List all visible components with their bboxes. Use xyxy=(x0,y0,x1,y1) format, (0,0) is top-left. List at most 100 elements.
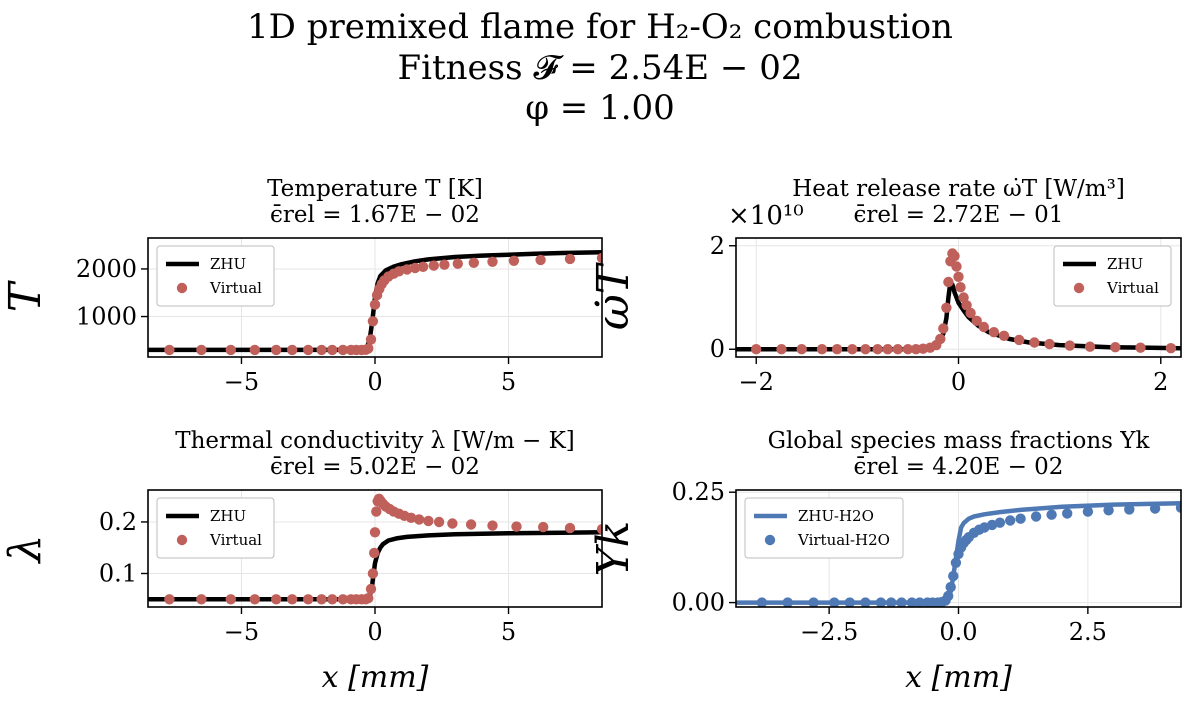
legend-entry-label: ZHU xyxy=(210,507,246,525)
data-point xyxy=(988,327,1000,338)
panel-heat-release: Heat release rate ω̇T [W/m³]ϵ̄rel = 2.72… xyxy=(588,176,1182,396)
x-tick-label: 2 xyxy=(1153,368,1168,396)
y-tick-label: 1000 xyxy=(76,303,137,331)
x-tick-label: 0 xyxy=(367,368,382,396)
data-point xyxy=(369,527,381,538)
panel-subtitle: ϵ̄rel = 5.02E − 02 xyxy=(270,454,480,480)
data-point xyxy=(816,344,828,355)
legend: ZHU Virtual xyxy=(1053,245,1172,307)
data-point xyxy=(596,524,602,535)
legend-entry-label: Virtual-H2O xyxy=(797,531,890,549)
data-point xyxy=(405,512,417,523)
y-axis-label: T xyxy=(0,279,51,312)
plot-data xyxy=(148,250,602,356)
data-point xyxy=(776,344,787,355)
panel-species: Global species mass fractions Ykϵ̄rel = … xyxy=(588,428,1182,695)
data-point xyxy=(875,597,887,607)
data-point xyxy=(971,315,982,326)
data-point xyxy=(164,344,175,356)
data-point xyxy=(1062,508,1073,519)
data-point xyxy=(1030,511,1042,522)
data-point xyxy=(417,261,429,272)
legend-marker-swatch xyxy=(176,282,188,294)
legend-box xyxy=(1053,245,1172,307)
data-point xyxy=(1082,506,1094,517)
chart-panels: Temperature T [K]ϵ̄rel = 1.67E − 02 −5 0 5 1… xyxy=(0,176,1182,695)
y-scale-label: ×10¹⁰ xyxy=(728,201,804,231)
x-tick-label: 5 xyxy=(501,368,516,396)
data-point xyxy=(1029,337,1040,348)
x-tick-label: −5 xyxy=(224,368,259,396)
data-point xyxy=(487,520,498,531)
data-point xyxy=(860,344,871,355)
y-tick-label: 0 xyxy=(710,335,725,363)
data-point xyxy=(428,260,439,271)
data-point xyxy=(365,334,377,345)
data-point xyxy=(369,547,380,559)
data-point xyxy=(1084,341,1096,352)
data-point xyxy=(369,299,381,310)
data-point xyxy=(535,254,546,266)
legend-box xyxy=(744,497,904,559)
figure-title-line-1: 1D premixed flame for H₂-O₂ combustion xyxy=(247,7,953,47)
data-point xyxy=(363,593,374,604)
data-point xyxy=(365,583,377,595)
panel-subtitle: ϵ̄rel = 1.67E − 02 xyxy=(270,202,480,228)
panel-title: Heat release rate ω̇T [W/m³] xyxy=(792,176,1125,202)
data-point xyxy=(409,262,421,274)
data-point xyxy=(465,519,477,530)
data-point xyxy=(371,506,382,517)
data-point xyxy=(847,344,858,355)
legend: ZHU-H2O Virtual-H2O xyxy=(744,497,904,559)
x-tick-label: 5 xyxy=(501,618,516,646)
panel-subtitle: ϵ̄rel = 4.20E − 02 xyxy=(854,454,1064,480)
data-point xyxy=(423,515,434,527)
data-point xyxy=(225,594,236,605)
data-point xyxy=(439,259,450,270)
data-point xyxy=(938,323,949,334)
data-point xyxy=(164,594,175,605)
data-point xyxy=(303,344,314,356)
data-point xyxy=(271,344,282,356)
data-point xyxy=(1149,503,1161,514)
plot-data xyxy=(736,500,1181,607)
x-tick-label: 0.0 xyxy=(939,618,977,646)
legend-entry-label: Virtual xyxy=(1106,279,1159,297)
data-point xyxy=(941,302,952,313)
data-point xyxy=(1175,502,1181,513)
panel-title: Global species mass fractions Yk xyxy=(768,428,1151,454)
data-point xyxy=(829,597,840,607)
x-tick-label: 0 xyxy=(367,618,382,646)
data-point xyxy=(1015,513,1026,524)
legend-marker-swatch xyxy=(764,534,776,546)
data-point xyxy=(401,264,413,275)
data-point xyxy=(327,344,338,356)
legend-marker-swatch xyxy=(1073,282,1085,294)
data-point xyxy=(316,594,327,605)
figure-title-line-3: φ = 1.00 xyxy=(525,88,675,128)
panel-temperature: Temperature T [K]ϵ̄rel = 1.67E − 02 −5 0 5 1… xyxy=(0,176,603,396)
data-point xyxy=(564,253,576,265)
data-point xyxy=(943,276,954,288)
data-point xyxy=(393,266,405,277)
series-virtual xyxy=(164,252,602,356)
data-point xyxy=(196,594,207,605)
legend-entry-label: ZHU-H2O xyxy=(798,507,874,525)
data-point xyxy=(751,344,762,355)
data-point xyxy=(1165,343,1177,354)
data-point xyxy=(1064,340,1076,351)
data-point xyxy=(1014,334,1025,346)
x-tick-label: −2 xyxy=(739,368,774,396)
y-tick-label: 0.25 xyxy=(672,478,725,506)
legend-entry-label: Virtual xyxy=(209,531,262,549)
data-point xyxy=(327,594,338,605)
data-point xyxy=(782,597,793,607)
panel-title: Thermal conductivity λ [W/m − K] xyxy=(175,428,575,454)
series-virtual xyxy=(751,248,1177,355)
data-point xyxy=(953,271,964,282)
x-tick-label: 2.5 xyxy=(1069,618,1107,646)
data-point xyxy=(303,594,314,605)
data-point xyxy=(287,344,298,356)
panel-subtitle: ϵ̄rel = 2.72E − 01 xyxy=(854,202,1064,228)
